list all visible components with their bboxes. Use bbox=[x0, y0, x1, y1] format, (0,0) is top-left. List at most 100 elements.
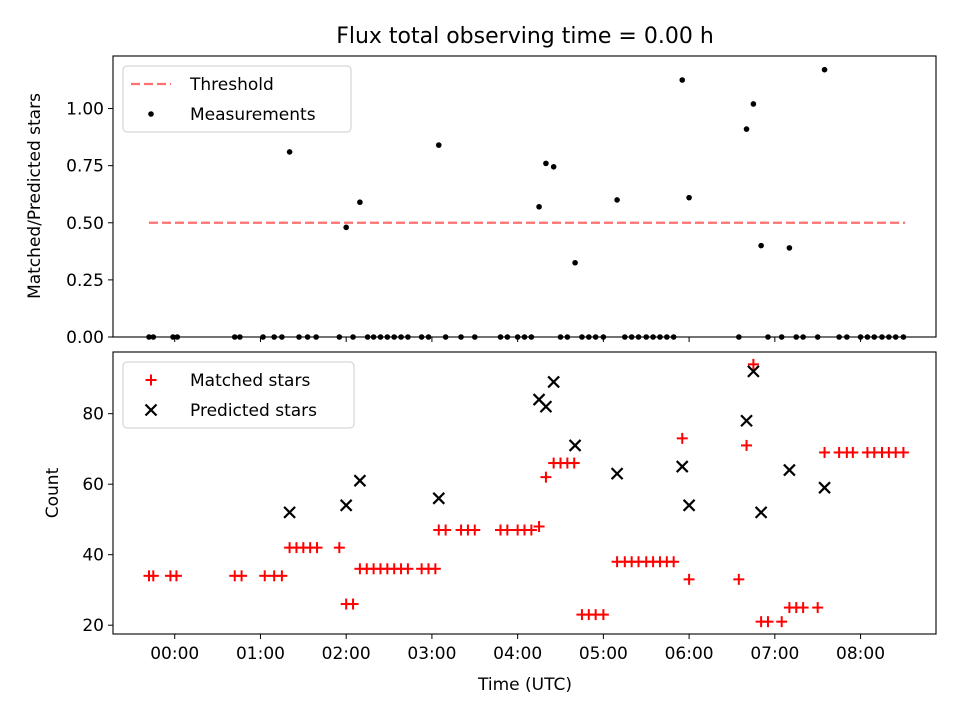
predicted-point bbox=[818, 481, 831, 494]
top-ytick-label: 0.00 bbox=[66, 328, 104, 348]
matched-point bbox=[469, 524, 481, 536]
top-panel: Matched/Predicted stars 0.00 0.25 0.50 0.75… bbox=[25, 55, 937, 348]
legend-plus bbox=[145, 374, 157, 386]
matched-point bbox=[797, 602, 809, 614]
predicted-point bbox=[432, 492, 446, 505]
measurement-point bbox=[536, 203, 542, 210]
matched-point bbox=[525, 524, 537, 536]
matched-point bbox=[683, 573, 695, 585]
cross-b bbox=[675, 460, 689, 473]
matched-point bbox=[533, 520, 545, 532]
matched-point bbox=[259, 570, 271, 582]
predicted-point bbox=[740, 414, 753, 428]
measurement-point bbox=[550, 164, 557, 170]
legend-predicted-label: Predicted stars bbox=[190, 401, 317, 421]
measurement-point bbox=[357, 199, 363, 206]
matched-points bbox=[143, 358, 909, 628]
matched-point bbox=[812, 602, 824, 614]
predicted-point bbox=[339, 499, 353, 512]
bottom-panel: Count 20 40 60 80 00:00 01:00 02:00 03:00 04:00… bbox=[43, 351, 937, 695]
bottom-xtick-label: 04:00 bbox=[493, 644, 542, 664]
matched-point bbox=[847, 446, 859, 458]
top-yticks: 0.00 0.25 0.50 0.75 1.00 bbox=[66, 100, 113, 348]
legend-matched-swatch bbox=[145, 374, 157, 386]
legend-measurements-label: Measurements bbox=[190, 105, 316, 125]
bottom-xtick-label: 03:00 bbox=[407, 644, 456, 664]
legend-cross bbox=[144, 403, 158, 417]
measurement-point bbox=[435, 142, 442, 148]
predicted-point bbox=[547, 375, 560, 389]
bottom-xtick-label: 06:00 bbox=[665, 644, 714, 664]
cross-b bbox=[568, 439, 582, 452]
matched-point bbox=[402, 563, 414, 575]
bottom-xtick-label: 02:00 bbox=[322, 644, 371, 664]
measurement-point bbox=[572, 259, 578, 266]
matched-point bbox=[741, 439, 753, 451]
cross-b bbox=[532, 393, 546, 406]
chart-title: Flux total observing time = 0.00 h bbox=[336, 24, 714, 49]
bottom-xtick-label: 01:00 bbox=[236, 644, 285, 664]
matched-point bbox=[276, 570, 288, 582]
top-ytick-label: 0.75 bbox=[66, 157, 104, 177]
matched-point bbox=[429, 563, 441, 575]
bottom-legend: Matched stars Predicted stars bbox=[122, 361, 355, 429]
top-legend-box bbox=[122, 65, 352, 133]
bottom-xtick-label: 05:00 bbox=[579, 644, 628, 664]
predicted-point bbox=[568, 439, 582, 452]
cross-b bbox=[818, 481, 831, 494]
top-ylabel: Matched/Predicted stars bbox=[25, 93, 45, 299]
cross-b bbox=[547, 375, 560, 389]
matched-point bbox=[501, 524, 513, 536]
matched-point bbox=[747, 358, 759, 370]
measurement-point bbox=[679, 77, 686, 83]
matched-point bbox=[147, 570, 159, 582]
cross-b bbox=[682, 499, 696, 512]
matched-point bbox=[170, 570, 182, 582]
legend-predicted-swatch bbox=[144, 403, 158, 417]
bottom-yticks: 20 40 60 80 bbox=[82, 405, 113, 636]
bottom-ytick-label: 60 bbox=[82, 475, 104, 495]
matched-point bbox=[236, 570, 248, 582]
predicted-point bbox=[539, 400, 553, 413]
cross-b bbox=[740, 414, 753, 428]
cross-b bbox=[539, 400, 553, 413]
cross-b bbox=[610, 467, 624, 480]
predicted-point bbox=[783, 463, 796, 477]
measurement-point bbox=[758, 242, 764, 249]
bottom-xtick-label: 08:00 bbox=[836, 644, 885, 664]
bottom-xticks: 00:00 01:00 02:00 03:00 04:00 05:00 06:00 07:00… bbox=[150, 634, 885, 664]
predicted-point bbox=[610, 467, 624, 480]
legend-threshold-label: Threshold bbox=[189, 75, 274, 95]
matched-point bbox=[676, 432, 688, 444]
matched-point bbox=[897, 446, 909, 458]
predicted-point bbox=[754, 506, 768, 519]
cross-b bbox=[353, 474, 367, 487]
predicted-point bbox=[283, 506, 296, 519]
predicted-point bbox=[682, 499, 696, 512]
bottom-axes-frame bbox=[112, 351, 937, 635]
matched-point bbox=[668, 556, 680, 568]
cross-b bbox=[283, 506, 296, 519]
measurement-point bbox=[821, 66, 828, 73]
matched-point bbox=[568, 457, 580, 469]
matched-point bbox=[733, 573, 745, 585]
bottom-ytick-label: 40 bbox=[82, 546, 104, 566]
matched-point bbox=[776, 616, 788, 628]
matched-point bbox=[333, 542, 345, 554]
cross-b bbox=[754, 506, 768, 519]
measurement-point bbox=[786, 245, 793, 251]
predicted-points bbox=[283, 365, 831, 519]
measurement-point bbox=[343, 224, 349, 231]
predicted-point bbox=[675, 460, 689, 473]
matched-point bbox=[440, 524, 452, 536]
bottom-ytick-label: 80 bbox=[82, 405, 104, 425]
bottom-xtick-label: 07:00 bbox=[750, 644, 799, 664]
top-ytick-label: 1.00 bbox=[66, 100, 104, 120]
predicted-point bbox=[747, 365, 760, 378]
cross-b bbox=[432, 492, 446, 505]
bottom-xtick-label: 00:00 bbox=[150, 644, 199, 664]
matched-point bbox=[819, 446, 831, 458]
cross-b bbox=[747, 365, 760, 378]
bottom-ylabel: Count bbox=[43, 467, 63, 518]
